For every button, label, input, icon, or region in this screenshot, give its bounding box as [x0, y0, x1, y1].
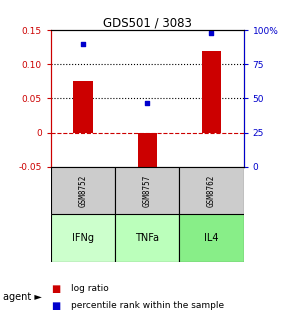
Text: log ratio: log ratio	[71, 285, 109, 293]
Text: IL4: IL4	[204, 233, 219, 243]
Text: agent ►: agent ►	[3, 292, 42, 302]
Bar	[51, 167, 115, 214]
Point	[209, 30, 214, 36]
Bar	[73, 81, 93, 132]
Text: GSM8757: GSM8757	[143, 174, 152, 207]
Bar	[179, 214, 244, 262]
Bar	[137, 132, 157, 177]
Text: ■: ■	[51, 284, 60, 294]
Bar	[202, 51, 221, 132]
Text: GSM8752: GSM8752	[78, 174, 87, 207]
Bar	[115, 214, 179, 262]
Bar	[115, 167, 179, 214]
Text: GSM8762: GSM8762	[207, 174, 216, 207]
Bar	[51, 214, 115, 262]
Text: percentile rank within the sample: percentile rank within the sample	[71, 301, 224, 310]
Text: TNFa: TNFa	[135, 233, 159, 243]
Text: IFNg: IFNg	[72, 233, 94, 243]
Point	[145, 100, 150, 105]
Text: ■: ■	[51, 301, 60, 311]
Bar	[179, 167, 244, 214]
Title: GDS501 / 3083: GDS501 / 3083	[103, 16, 192, 29]
Point	[81, 41, 85, 47]
